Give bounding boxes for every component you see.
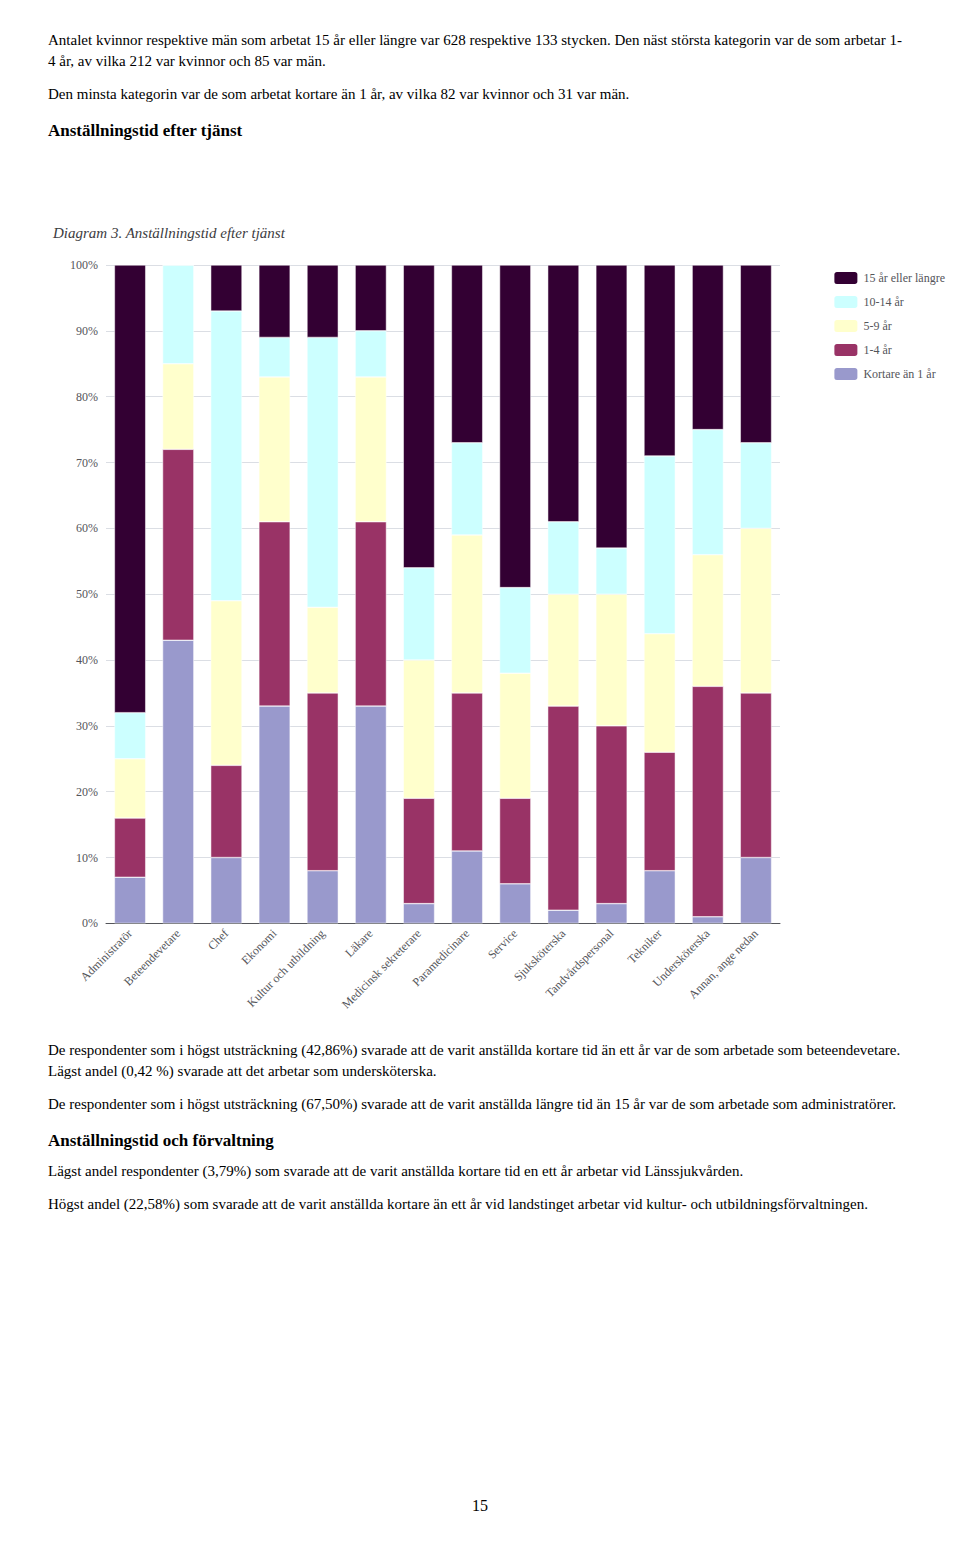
svg-text:40%: 40% bbox=[76, 653, 98, 667]
svg-text:Diagram 3. Anställningstid eft: Diagram 3. Anställningstid efter tjänst bbox=[52, 225, 286, 241]
svg-text:60%: 60% bbox=[76, 521, 98, 535]
html-text:Högst andel (22,58%) som svara: Högst andel (22,58%) som svarade att de … bbox=[48, 1196, 868, 1212]
svg-text:10%: 10% bbox=[76, 851, 98, 865]
svg-text:Sjuksköterska: Sjuksköterska bbox=[510, 926, 569, 984]
html-text:Anställningstid efter tjänst: Anställningstid efter tjänst bbox=[48, 121, 243, 140]
svg-text:20%: 20% bbox=[76, 785, 98, 799]
svg-text:0%: 0% bbox=[82, 916, 98, 930]
svg-text:15 år eller längre: 15 år eller längre bbox=[863, 271, 945, 285]
html-text:Lägst andel respondenter (3,79: Lägst andel respondenter (3,79%) som sva… bbox=[48, 1163, 744, 1179]
svg-text:50%: 50% bbox=[76, 587, 98, 601]
svg-text:10-14 år: 10-14 år bbox=[863, 295, 903, 309]
svg-text:Paramedicinare: Paramedicinare bbox=[409, 926, 472, 989]
svg-text:80%: 80% bbox=[76, 390, 98, 404]
svg-text:Läkare: Läkare bbox=[342, 926, 375, 959]
svg-text:Medicinsk sekreterare: Medicinsk sekreterare bbox=[339, 926, 424, 1011]
svg-text:90%: 90% bbox=[76, 324, 98, 338]
html-text:Anställningstid och förvaltnin: Anställningstid och förvaltning bbox=[48, 1131, 274, 1150]
html-text:Den minsta kategorin var de so: Den minsta kategorin var de som arbetat … bbox=[48, 86, 630, 102]
svg-text:Chef: Chef bbox=[205, 926, 231, 952]
html-text:De respondenter som i högst ut: De respondenter som i högst utsträckning… bbox=[48, 1042, 901, 1079]
svg-text:70%: 70% bbox=[76, 456, 98, 470]
svg-text:Administratör: Administratör bbox=[77, 926, 135, 984]
html-text:De respondenter som i högst ut: De respondenter som i högst utsträckning… bbox=[48, 1096, 897, 1112]
svg-text:Kortare än 1 år: Kortare än 1 år bbox=[863, 367, 935, 381]
svg-text:Tekniker: Tekniker bbox=[625, 926, 665, 966]
html-text:15: 15 bbox=[472, 1497, 488, 1514]
svg-text:5-9 år: 5-9 år bbox=[863, 319, 891, 333]
svg-text:Service: Service bbox=[485, 926, 520, 961]
svg-text:100%: 100% bbox=[70, 258, 98, 272]
svg-text:Undersköterska: Undersköterska bbox=[649, 926, 713, 990]
svg-text:Beteendevetare: Beteendevetare bbox=[121, 926, 183, 988]
svg-text:1-4 år: 1-4 år bbox=[863, 343, 891, 357]
svg-text:Annan, ange nedan: Annan, ange nedan bbox=[686, 926, 761, 1001]
svg-text:Tandvårdspersonal: Tandvårdspersonal bbox=[543, 926, 617, 1000]
svg-text:30%: 30% bbox=[76, 719, 98, 733]
html-text:Antalet kvinnor respektive män: Antalet kvinnor respektive män som arbet… bbox=[48, 32, 902, 69]
svg-text:Ekonomi: Ekonomi bbox=[238, 926, 279, 967]
svg-text:Kultur och utbildning: Kultur och utbildning bbox=[244, 926, 327, 1009]
